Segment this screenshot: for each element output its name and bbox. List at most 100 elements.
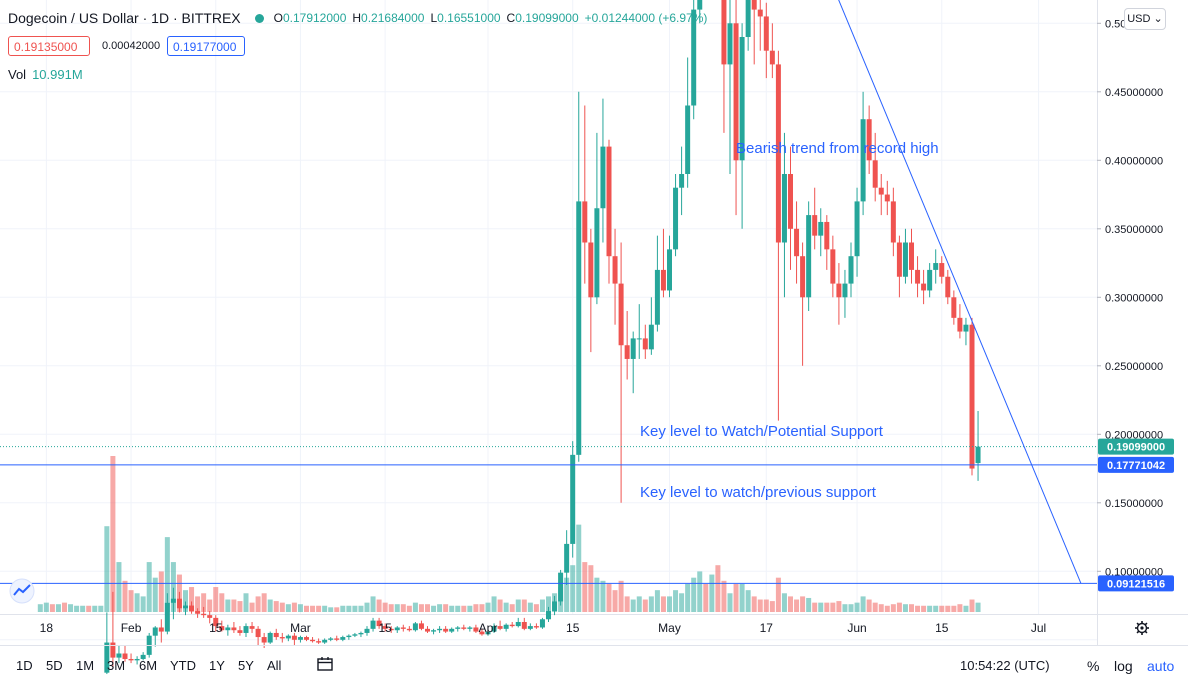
candle <box>225 627 231 631</box>
volume-bar <box>836 601 842 612</box>
y-tick-label: 0.40000000 <box>1105 155 1163 167</box>
timeframe-6m[interactable]: 6M <box>139 658 158 673</box>
candle <box>727 23 733 65</box>
volume-bar <box>733 583 739 612</box>
candle <box>352 634 358 636</box>
x-tick-label: Feb <box>121 621 142 635</box>
volume-bar <box>775 577 781 612</box>
volume-bar <box>751 596 757 612</box>
candle <box>848 256 854 284</box>
timeframe-ytd[interactable]: YTD <box>170 658 196 673</box>
volume-bar <box>606 583 612 612</box>
timeframe-1d[interactable]: 1D <box>16 658 33 673</box>
sell-button[interactable]: 0.19135000 <box>8 36 90 56</box>
volume-bar <box>848 604 854 612</box>
candle <box>461 627 467 629</box>
candle <box>219 626 225 631</box>
candle <box>328 638 334 640</box>
volume-bar <box>679 593 685 612</box>
low-label: L <box>430 11 438 25</box>
volume-bar <box>297 604 303 612</box>
volume-bar <box>201 593 207 612</box>
volume-bar <box>431 605 437 612</box>
candle <box>739 37 745 161</box>
percent-toggle[interactable]: % <box>1087 658 1100 674</box>
currency-select[interactable]: USD ⌄ <box>1124 8 1166 30</box>
candle <box>915 269 921 284</box>
candle <box>685 105 691 174</box>
candle <box>691 9 697 106</box>
timeframe-3m[interactable]: 3M <box>107 658 126 673</box>
candle <box>431 630 437 632</box>
candle <box>606 146 612 257</box>
change-value: +0.01244000 (+6.97%) <box>584 11 708 25</box>
volume-bar <box>624 596 630 612</box>
volume-bar <box>328 607 334 612</box>
buy-button[interactable]: 0.19177000 <box>167 36 245 56</box>
volume-bar <box>648 596 654 612</box>
candle <box>902 242 908 277</box>
clock[interactable]: 10:54:22 (UTC) <box>960 658 1050 673</box>
candle <box>400 627 406 629</box>
candle <box>491 626 497 632</box>
candle <box>733 23 739 161</box>
volume-bar <box>128 590 134 612</box>
timeframe-5y[interactable]: 5Y <box>238 658 254 673</box>
volume-bar <box>86 605 92 612</box>
volume-bar <box>237 601 243 612</box>
volume-bar <box>110 456 116 612</box>
x-tick-label: Apr <box>479 621 498 635</box>
candle <box>558 572 564 602</box>
x-tick-label: 18 <box>40 621 54 635</box>
volume-bar <box>975 602 981 612</box>
log-toggle[interactable]: log <box>1114 658 1133 674</box>
volume-bar <box>527 602 533 612</box>
volume-bar <box>509 604 515 612</box>
candle <box>769 50 775 65</box>
volume-bar <box>394 604 400 612</box>
candle <box>788 174 793 229</box>
price-label-text: 0.19099000 <box>1107 442 1165 454</box>
candle <box>878 187 884 195</box>
timeframe-1y[interactable]: 1Y <box>209 658 225 673</box>
volume-bar <box>902 604 908 612</box>
volume-bar <box>842 604 848 612</box>
candle <box>340 637 346 640</box>
volume-bar <box>515 599 521 612</box>
y-tick-label: 0.35000000 <box>1105 224 1163 236</box>
volume-bar <box>600 580 606 612</box>
volume-bar <box>279 602 285 612</box>
timeframe-1m[interactable]: 1M <box>76 658 95 673</box>
volume-bar <box>945 605 951 612</box>
candle <box>854 201 860 257</box>
candle <box>509 624 515 627</box>
volume-bar <box>37 604 43 612</box>
candle <box>449 628 455 632</box>
volume-bar <box>915 605 921 612</box>
volume-bar <box>721 580 727 612</box>
candle <box>273 632 279 638</box>
candle <box>310 639 316 642</box>
volume-bar <box>406 605 412 612</box>
volume-bar <box>425 604 430 612</box>
timeframe-5d[interactable]: 5D <box>46 658 63 673</box>
candle <box>261 637 267 643</box>
volume-bar <box>285 604 291 612</box>
volume-bar <box>340 605 346 612</box>
volume-bar <box>685 583 691 612</box>
volume-bar <box>854 602 860 612</box>
candle <box>479 631 485 635</box>
volume-bar <box>437 604 443 612</box>
annotation-trend: Bearish trend from record high <box>736 140 939 157</box>
auto-toggle[interactable]: auto <box>1147 658 1175 674</box>
gear-icon <box>1135 621 1149 635</box>
volume-bar <box>969 599 975 612</box>
calendar-range-icon[interactable] <box>316 655 334 673</box>
tradingview-logo-mark <box>13 584 31 596</box>
timeframe-all[interactable]: All <box>267 658 282 673</box>
candle <box>969 324 975 469</box>
volume-bar <box>921 605 927 612</box>
candle <box>201 613 207 616</box>
candle <box>334 638 340 640</box>
